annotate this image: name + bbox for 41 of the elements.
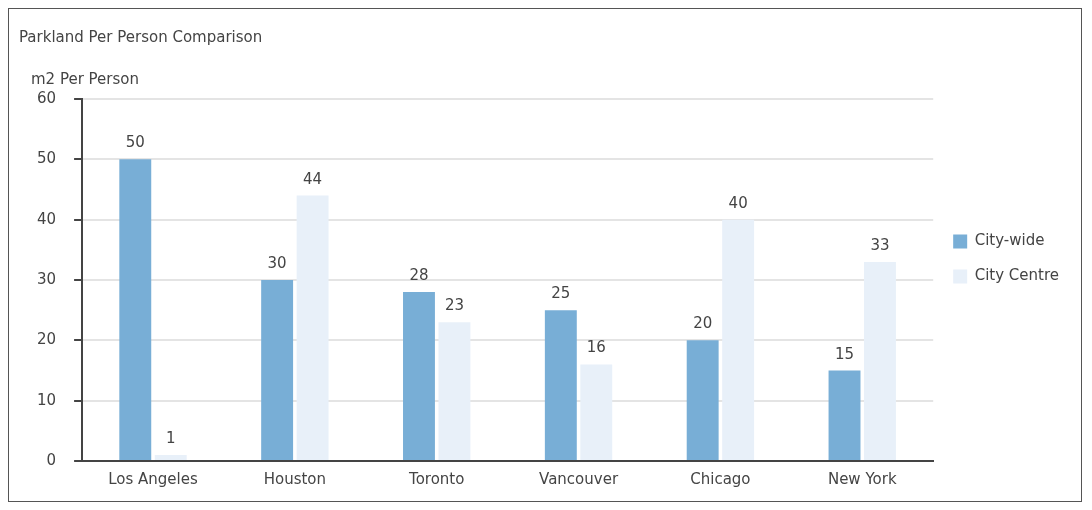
y-tick-label: 20	[36, 330, 57, 349]
y-tick-label: 30	[36, 269, 57, 288]
data-label: 16	[586, 338, 606, 357]
legend-label: City-wide	[974, 231, 1045, 250]
bar	[828, 370, 861, 460]
data-label: 30	[267, 254, 287, 272]
data-label: 28	[409, 266, 429, 285]
data-label: 50	[125, 133, 145, 152]
bar	[580, 364, 613, 460]
x-tick-label: New York	[827, 469, 897, 488]
bar	[296, 195, 329, 460]
bar	[864, 261, 896, 460]
bar	[119, 159, 152, 460]
y-tick-label: 0	[46, 450, 57, 469]
data-label: 1	[165, 428, 176, 447]
x-tick-label: Vancouver	[539, 469, 619, 488]
bar	[686, 340, 719, 460]
y-tick-label: 40	[36, 209, 57, 228]
bar	[544, 310, 577, 460]
y-axis-title: m2 Per Person	[31, 70, 140, 88]
data-label: 20	[693, 314, 713, 333]
y-tick-label: 10	[36, 390, 57, 409]
bar	[261, 280, 294, 460]
y-tick-label: 50	[36, 149, 57, 168]
legend-label: City Centre	[974, 266, 1059, 285]
y-tick-label: 60	[36, 88, 57, 107]
data-label: 23	[444, 296, 464, 315]
x-tick-label: Chicago	[690, 469, 751, 488]
data-label: 25	[551, 284, 571, 303]
bar	[403, 292, 435, 460]
chart-title: Parkland Per Person Comparison	[19, 27, 263, 46]
data-label: 44	[303, 169, 323, 188]
x-tick-label: Toronto	[408, 469, 465, 488]
data-label: 15	[834, 344, 855, 363]
x-tick-label: Houston	[263, 469, 327, 488]
data-label: 40	[728, 193, 748, 212]
bar	[154, 454, 187, 460]
bar	[438, 322, 471, 460]
data-label: 33	[870, 235, 890, 254]
bar	[722, 219, 755, 460]
x-tick-label: Los Angeles	[108, 469, 198, 488]
